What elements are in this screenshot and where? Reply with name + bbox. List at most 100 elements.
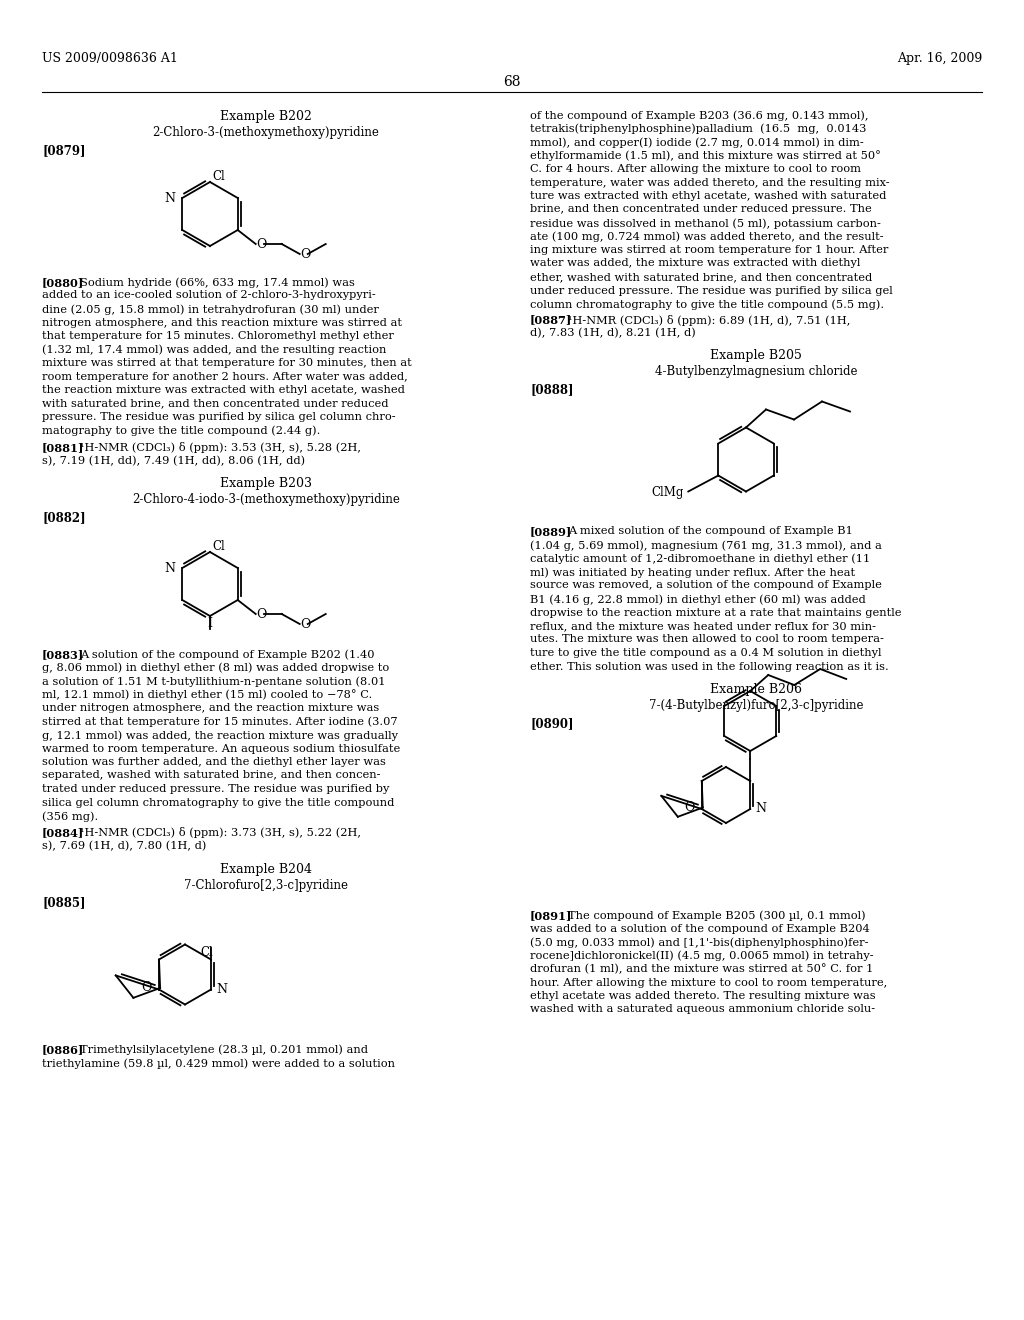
Text: [0881]: [0881] xyxy=(42,442,84,453)
Text: US 2009/0098636 A1: US 2009/0098636 A1 xyxy=(42,51,178,65)
Text: Cl: Cl xyxy=(201,945,213,958)
Text: ¹H-NMR (CDCl₃) δ (ppm): 3.53 (3H, s), 5.28 (2H,: ¹H-NMR (CDCl₃) δ (ppm): 3.53 (3H, s), 5.… xyxy=(80,442,361,453)
Text: [0882]: [0882] xyxy=(42,511,86,524)
Text: Cl: Cl xyxy=(212,540,224,553)
Text: stirred at that temperature for 15 minutes. After iodine (3.07: stirred at that temperature for 15 minut… xyxy=(42,717,397,727)
Text: [0880]: [0880] xyxy=(42,277,84,288)
Text: washed with a saturated aqueous ammonium chloride solu-: washed with a saturated aqueous ammonium… xyxy=(530,1005,876,1015)
Text: was added to a solution of the compound of Example B204: was added to a solution of the compound … xyxy=(530,924,869,933)
Text: hour. After allowing the mixture to cool to room temperature,: hour. After allowing the mixture to cool… xyxy=(530,978,887,987)
Text: brine, and then concentrated under reduced pressure. The: brine, and then concentrated under reduc… xyxy=(530,205,871,214)
Text: drofuran (1 ml), and the mixture was stirred at 50° C. for 1: drofuran (1 ml), and the mixture was sti… xyxy=(530,964,873,974)
Text: O: O xyxy=(301,619,311,631)
Text: ate (100 mg, 0.724 mmol) was added thereto, and the result-: ate (100 mg, 0.724 mmol) was added there… xyxy=(530,231,884,242)
Text: O: O xyxy=(684,801,694,814)
Text: Sodium hydride (66%, 633 mg, 17.4 mmol) was: Sodium hydride (66%, 633 mg, 17.4 mmol) … xyxy=(80,277,355,288)
Text: g, 12.1 mmol) was added, the reaction mixture was gradually: g, 12.1 mmol) was added, the reaction mi… xyxy=(42,730,398,741)
Text: d), 7.83 (1H, d), 8.21 (1H, d): d), 7.83 (1H, d), 8.21 (1H, d) xyxy=(530,327,695,338)
Text: residue was dissolved in methanol (5 ml), potassium carbon-: residue was dissolved in methanol (5 ml)… xyxy=(530,218,881,228)
Text: reflux, and the mixture was heated under reflux for 30 min-: reflux, and the mixture was heated under… xyxy=(530,620,876,631)
Text: mixture was stirred at that temperature for 30 minutes, then at: mixture was stirred at that temperature … xyxy=(42,358,412,368)
Text: nitrogen atmosphere, and this reaction mixture was stirred at: nitrogen atmosphere, and this reaction m… xyxy=(42,318,402,327)
Text: separated, washed with saturated brine, and then concen-: separated, washed with saturated brine, … xyxy=(42,771,381,780)
Text: g, 8.06 mmol) in diethyl ether (8 ml) was added dropwise to: g, 8.06 mmol) in diethyl ether (8 ml) wa… xyxy=(42,663,389,673)
Text: 68: 68 xyxy=(503,75,521,88)
Text: under nitrogen atmosphere, and the reaction mixture was: under nitrogen atmosphere, and the react… xyxy=(42,704,379,713)
Text: room temperature for another 2 hours. After water was added,: room temperature for another 2 hours. Af… xyxy=(42,371,408,381)
Text: N: N xyxy=(164,191,175,205)
Text: ether, washed with saturated brine, and then concentrated: ether, washed with saturated brine, and … xyxy=(530,272,872,282)
Text: dropwise to the reaction mixture at a rate that maintains gentle: dropwise to the reaction mixture at a ra… xyxy=(530,607,901,618)
Text: s), 7.19 (1H, dd), 7.49 (1H, dd), 8.06 (1H, dd): s), 7.19 (1H, dd), 7.49 (1H, dd), 8.06 (… xyxy=(42,455,305,466)
Text: Example B203: Example B203 xyxy=(220,477,312,490)
Text: the reaction mixture was extracted with ethyl acetate, washed: the reaction mixture was extracted with … xyxy=(42,385,404,395)
Text: temperature, water was added thereto, and the resulting mix-: temperature, water was added thereto, an… xyxy=(530,177,890,187)
Text: C. for 4 hours. After allowing the mixture to cool to room: C. for 4 hours. After allowing the mixtu… xyxy=(530,164,861,174)
Text: I: I xyxy=(208,616,213,630)
Text: ¹H-NMR (CDCl₃) δ (ppm): 6.89 (1H, d), 7.51 (1H,: ¹H-NMR (CDCl₃) δ (ppm): 6.89 (1H, d), 7.… xyxy=(568,314,850,326)
Text: that temperature for 15 minutes. Chloromethyl methyl ether: that temperature for 15 minutes. Chlorom… xyxy=(42,331,394,341)
Text: solution was further added, and the diethyl ether layer was: solution was further added, and the diet… xyxy=(42,756,386,767)
Text: O: O xyxy=(257,609,267,622)
Text: ture was extracted with ethyl acetate, washed with saturated: ture was extracted with ethyl acetate, w… xyxy=(530,191,887,201)
Text: 2-Chloro-4-iodo-3-(methoxymethoxy)pyridine: 2-Chloro-4-iodo-3-(methoxymethoxy)pyridi… xyxy=(132,492,400,506)
Text: [0890]: [0890] xyxy=(530,717,573,730)
Text: ing mixture was stirred at room temperature for 1 hour. After: ing mixture was stirred at room temperat… xyxy=(530,246,889,255)
Text: [0891]: [0891] xyxy=(530,909,572,921)
Text: ether. This solution was used in the following reaction as it is.: ether. This solution was used in the fol… xyxy=(530,661,889,672)
Text: O: O xyxy=(301,248,311,261)
Text: O: O xyxy=(141,982,153,994)
Text: N: N xyxy=(756,803,766,816)
Text: rocene]dichloronickel(II) (4.5 mg, 0.0065 mmol) in tetrahy-: rocene]dichloronickel(II) (4.5 mg, 0.006… xyxy=(530,950,873,961)
Text: [0888]: [0888] xyxy=(530,384,573,396)
Text: Apr. 16, 2009: Apr. 16, 2009 xyxy=(897,51,982,65)
Text: The compound of Example B205 (300 µl, 0.1 mmol): The compound of Example B205 (300 µl, 0.… xyxy=(568,909,865,920)
Text: 7-(4-Butylbenzyl)furo[2,3-c]pyridine: 7-(4-Butylbenzyl)furo[2,3-c]pyridine xyxy=(649,700,863,711)
Text: Trimethylsilylacetylene (28.3 µl, 0.201 mmol) and: Trimethylsilylacetylene (28.3 µl, 0.201 … xyxy=(80,1044,368,1055)
Text: (5.0 mg, 0.033 mmol) and [1,1'-bis(diphenylphosphino)fer-: (5.0 mg, 0.033 mmol) and [1,1'-bis(diphe… xyxy=(530,937,868,948)
Text: (1.32 ml, 17.4 mmol) was added, and the resulting reaction: (1.32 ml, 17.4 mmol) was added, and the … xyxy=(42,345,386,355)
Text: ture to give the title compound as a 0.4 M solution in diethyl: ture to give the title compound as a 0.4… xyxy=(530,648,882,657)
Text: warmed to room temperature. An aqueous sodium thiosulfate: warmed to room temperature. An aqueous s… xyxy=(42,743,400,754)
Text: A mixed solution of the compound of Example B1: A mixed solution of the compound of Exam… xyxy=(568,527,853,536)
Text: ethyl acetate was added thereto. The resulting mixture was: ethyl acetate was added thereto. The res… xyxy=(530,991,876,1001)
Text: [0883]: [0883] xyxy=(42,649,84,660)
Text: water was added, the mixture was extracted with diethyl: water was added, the mixture was extract… xyxy=(530,259,860,268)
Text: ethylformamide (1.5 ml), and this mixture was stirred at 50°: ethylformamide (1.5 ml), and this mixtur… xyxy=(530,150,881,161)
Text: tetrakis(triphenylphosphine)palladium  (16.5  mg,  0.0143: tetrakis(triphenylphosphine)palladium (1… xyxy=(530,124,866,135)
Text: 7-Chlorofuro[2,3-c]pyridine: 7-Chlorofuro[2,3-c]pyridine xyxy=(184,879,348,891)
Text: under reduced pressure. The residue was purified by silica gel: under reduced pressure. The residue was … xyxy=(530,285,893,296)
Text: dine (2.05 g, 15.8 mmol) in tetrahydrofuran (30 ml) under: dine (2.05 g, 15.8 mmol) in tetrahydrofu… xyxy=(42,304,379,314)
Text: matography to give the title compound (2.44 g).: matography to give the title compound (2… xyxy=(42,425,321,436)
Text: ClMg: ClMg xyxy=(651,486,683,499)
Text: [0886]: [0886] xyxy=(42,1044,84,1056)
Text: catalytic amount of 1,2-dibromoethane in diethyl ether (11: catalytic amount of 1,2-dibromoethane in… xyxy=(530,553,870,564)
Text: [0884]: [0884] xyxy=(42,828,84,838)
Text: O: O xyxy=(257,239,267,252)
Text: (356 mg).: (356 mg). xyxy=(42,810,98,821)
Text: of the compound of Example B203 (36.6 mg, 0.143 mmol),: of the compound of Example B203 (36.6 mg… xyxy=(530,110,868,120)
Text: N: N xyxy=(216,983,227,997)
Text: utes. The mixture was then allowed to cool to room tempera-: utes. The mixture was then allowed to co… xyxy=(530,635,884,644)
Text: ml, 12.1 mmol) in diethyl ether (15 ml) cooled to −78° C.: ml, 12.1 mmol) in diethyl ether (15 ml) … xyxy=(42,689,373,701)
Text: [0887]: [0887] xyxy=(530,314,572,326)
Text: A solution of the compound of Example B202 (1.40: A solution of the compound of Example B2… xyxy=(80,649,375,660)
Text: mmol), and copper(I) iodide (2.7 mg, 0.014 mmol) in dim-: mmol), and copper(I) iodide (2.7 mg, 0.0… xyxy=(530,137,864,148)
Text: Example B205: Example B205 xyxy=(710,350,802,363)
Text: N: N xyxy=(164,561,175,574)
Text: Cl: Cl xyxy=(212,170,224,183)
Text: [0879]: [0879] xyxy=(42,144,85,157)
Text: column chromatography to give the title compound (5.5 mg).: column chromatography to give the title … xyxy=(530,300,884,310)
Text: Example B206: Example B206 xyxy=(710,682,802,696)
Text: s), 7.69 (1H, d), 7.80 (1H, d): s), 7.69 (1H, d), 7.80 (1H, d) xyxy=(42,841,207,851)
Text: ml) was initiated by heating under reflux. After the heat: ml) was initiated by heating under reflu… xyxy=(530,568,855,578)
Text: a solution of 1.51 M t-butyllithium-n-pentane solution (8.01: a solution of 1.51 M t-butyllithium-n-pe… xyxy=(42,676,385,686)
Text: [0889]: [0889] xyxy=(530,527,572,537)
Text: source was removed, a solution of the compound of Example: source was removed, a solution of the co… xyxy=(530,581,882,590)
Text: pressure. The residue was purified by silica gel column chro-: pressure. The residue was purified by si… xyxy=(42,412,395,422)
Text: (1.04 g, 5.69 mmol), magnesium (761 mg, 31.3 mmol), and a: (1.04 g, 5.69 mmol), magnesium (761 mg, … xyxy=(530,540,882,550)
Text: 2-Chloro-3-(methoxymethoxy)pyridine: 2-Chloro-3-(methoxymethoxy)pyridine xyxy=(153,125,380,139)
Text: Example B202: Example B202 xyxy=(220,110,312,123)
Text: triethylamine (59.8 µl, 0.429 mmol) were added to a solution: triethylamine (59.8 µl, 0.429 mmol) were… xyxy=(42,1059,395,1069)
Text: Example B204: Example B204 xyxy=(220,862,312,875)
